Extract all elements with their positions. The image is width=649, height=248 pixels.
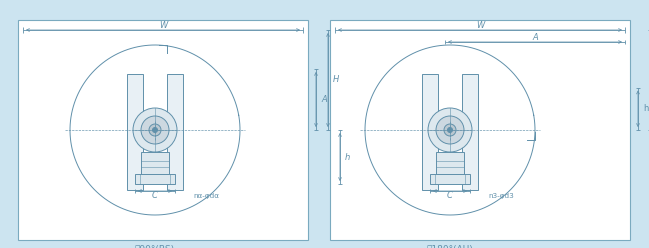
Bar <box>422 74 438 190</box>
Bar <box>436 152 464 174</box>
Bar <box>141 152 169 174</box>
Bar <box>127 74 143 190</box>
Text: C: C <box>447 191 453 200</box>
Text: W: W <box>159 21 167 30</box>
Circle shape <box>448 127 452 132</box>
Text: 甆90°(BS): 甆90°(BS) <box>135 245 175 248</box>
Text: h1: h1 <box>643 104 649 113</box>
Circle shape <box>444 124 456 136</box>
Text: h: h <box>345 153 350 161</box>
Circle shape <box>133 108 177 152</box>
Text: n3-φd3: n3-φd3 <box>488 193 514 199</box>
Bar <box>330 20 630 240</box>
Circle shape <box>428 108 472 152</box>
Text: C: C <box>152 191 158 200</box>
Bar <box>430 174 470 184</box>
Text: A: A <box>532 32 538 41</box>
Circle shape <box>153 127 158 132</box>
Bar <box>167 74 183 190</box>
Bar <box>135 174 175 184</box>
Bar <box>462 74 478 190</box>
Text: 右180°(AU): 右180°(AU) <box>426 245 473 248</box>
Text: nα-φdα: nα-φdα <box>193 193 219 199</box>
Text: A: A <box>321 95 326 104</box>
Circle shape <box>436 116 464 144</box>
Bar <box>18 20 308 240</box>
Text: W: W <box>476 21 484 30</box>
Text: H: H <box>333 75 339 85</box>
Circle shape <box>141 116 169 144</box>
Circle shape <box>149 124 161 136</box>
